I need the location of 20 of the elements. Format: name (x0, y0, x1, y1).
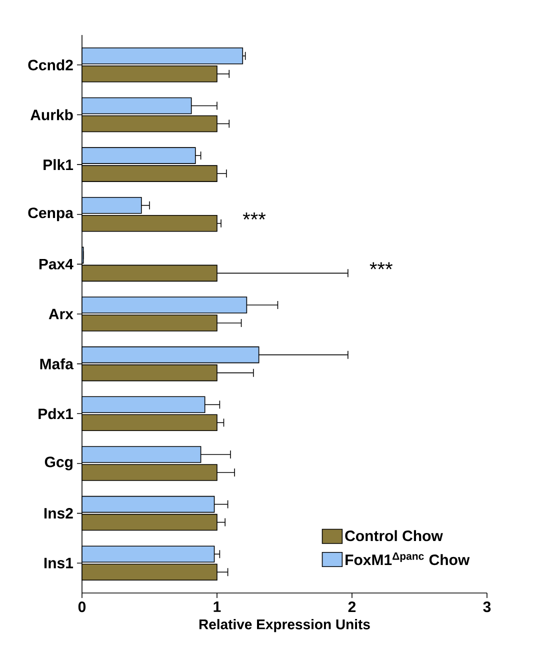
y-tick-label: Pdx1 (38, 408, 74, 420)
legend-label: Control Chow (345, 530, 443, 542)
y-tick-label: Ccnd2 (28, 59, 73, 70)
x-tick-label: 2 (348, 602, 356, 612)
x-tick-label: 1 (214, 602, 221, 612)
y-tick-label: Arx (48, 308, 74, 320)
annotation: *** (242, 212, 266, 220)
y-tick-label: Mafa (40, 358, 74, 370)
y-tick-label: Ins1 (44, 558, 74, 568)
y-tick-label: Cenpa (28, 208, 74, 222)
y-tick-label: Gcg (44, 456, 72, 470)
x-tick-label: 3 (483, 602, 491, 612)
y-tick-label: Pax4 (39, 258, 74, 270)
y-tick-label: Plk1 (44, 159, 74, 170)
y-tick-label: Ins2 (44, 508, 73, 519)
y-tick-label: Aurkb (30, 109, 73, 120)
x-tick-label: 0 (78, 602, 86, 612)
annotation: *** (370, 262, 392, 270)
x-axis-title: Relative Expression Units (199, 619, 370, 632)
legend-label: FoxM1$^{Δpanc}$ Chow (346, 552, 470, 566)
